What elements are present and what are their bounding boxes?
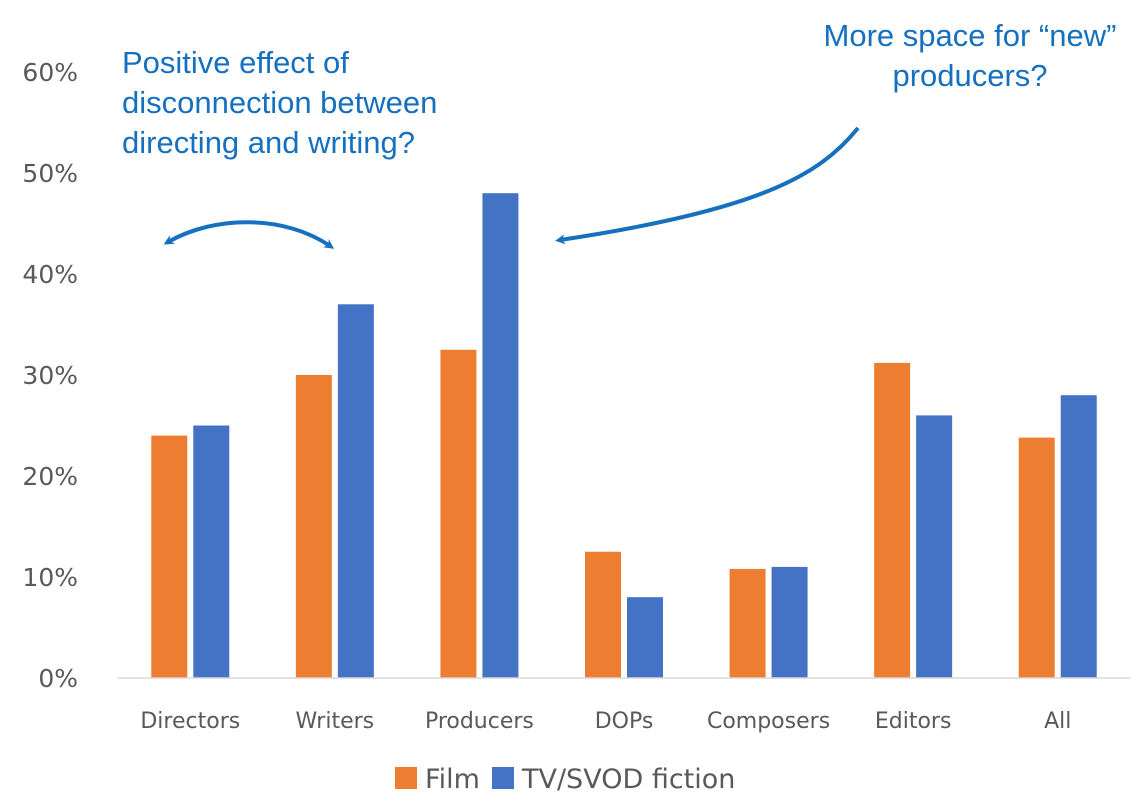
x-axis-category-labels: Directors Writers Producers DOPs Composers Ed… <box>140 709 1071 734</box>
x-tick-label: Writers <box>296 709 375 734</box>
bar-film-editors <box>874 362 911 678</box>
bar-tv-svod-directors <box>193 425 230 678</box>
x-tick-label: Editors <box>875 709 952 734</box>
annotation-new-producers: More space for “new” producers? <box>823 18 1117 93</box>
y-tick-label: 50% <box>22 159 78 188</box>
bar-tv-svod-writers <box>337 304 374 678</box>
bar-film-dops <box>585 551 621 678</box>
bar-film-directors <box>151 435 188 678</box>
y-tick-label: 20% <box>22 462 78 491</box>
legend-label: TV/SVOD fiction <box>521 764 735 795</box>
x-tick-label: Producers <box>425 709 534 734</box>
bar-film-writers <box>295 375 332 678</box>
curved-arrow <box>555 126 860 245</box>
bar-film-all <box>1018 437 1055 678</box>
y-tick-label: 10% <box>22 563 78 592</box>
bar-film-producers <box>440 349 477 678</box>
bar-tv-svod-editors <box>916 415 953 678</box>
double-arrow <box>163 220 335 249</box>
x-tick-label: DOPs <box>595 709 654 734</box>
y-tick-label: 60% <box>22 58 78 87</box>
legend-swatch <box>492 767 514 789</box>
bar-tv-svod-composers <box>771 566 808 678</box>
bar-series <box>151 193 1097 678</box>
bar-tv-svod-producers <box>482 193 519 678</box>
legend-swatch <box>395 767 417 789</box>
y-tick-label: 0% <box>38 664 78 693</box>
x-tick-label: Directors <box>140 709 240 734</box>
annotation-directing-writing: Positive effect of disconnection between… <box>122 45 438 160</box>
y-tick-label: 40% <box>22 260 78 289</box>
bar-tv-svod-dops <box>627 597 663 678</box>
legend-label: Film <box>425 764 480 795</box>
x-tick-label: All <box>1044 709 1071 734</box>
x-tick-label: Composers <box>707 709 830 734</box>
bar-tv-svod-all <box>1060 395 1097 678</box>
y-tick-label: 30% <box>22 361 78 390</box>
legend: Film TV/SVOD fiction <box>395 764 735 795</box>
y-axis-tick-labels: 0% 10% 20% 30% 40% 50% 60% <box>22 58 78 693</box>
bar-film-composers <box>729 568 766 678</box>
